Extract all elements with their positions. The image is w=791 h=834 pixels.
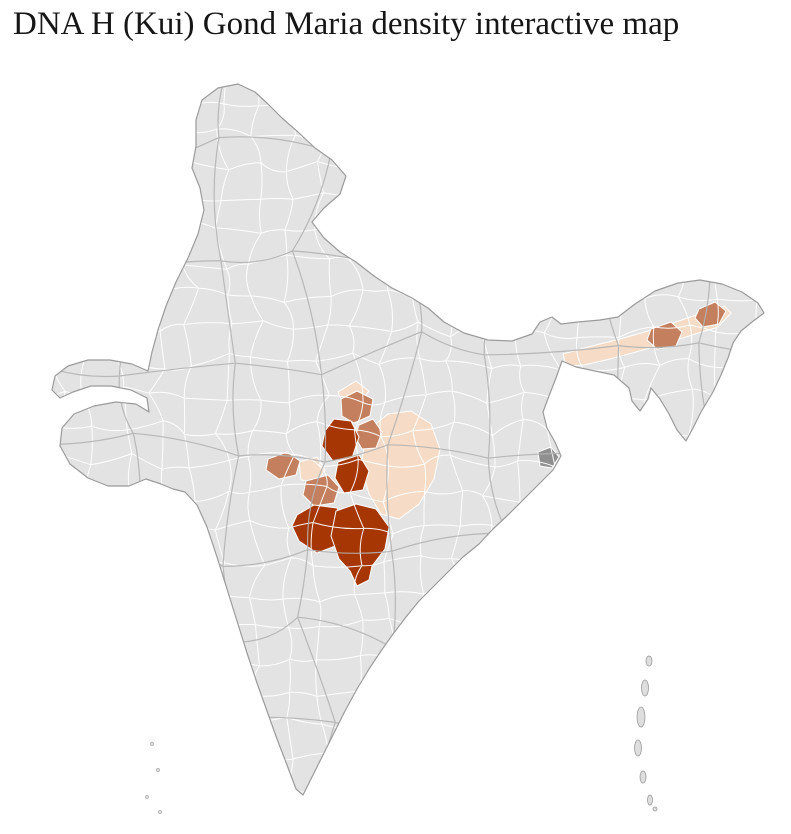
island xyxy=(636,706,646,728)
district-polygon[interactable] xyxy=(340,390,374,424)
district-polygon[interactable] xyxy=(265,451,301,480)
andaman-nicobar-islands[interactable] xyxy=(634,655,658,812)
island xyxy=(645,655,653,667)
island xyxy=(634,739,642,757)
island xyxy=(641,679,649,697)
lakshadweep-islands[interactable] xyxy=(145,742,162,814)
island xyxy=(158,810,162,814)
island xyxy=(647,794,653,806)
island xyxy=(150,742,154,746)
india-outline xyxy=(51,83,765,796)
district-polygon[interactable] xyxy=(298,456,326,483)
island xyxy=(156,768,160,772)
island xyxy=(652,806,658,812)
island xyxy=(639,770,647,784)
page-title: DNA H (Kui) Gond Maria density interacti… xyxy=(13,6,680,42)
island xyxy=(145,795,149,799)
